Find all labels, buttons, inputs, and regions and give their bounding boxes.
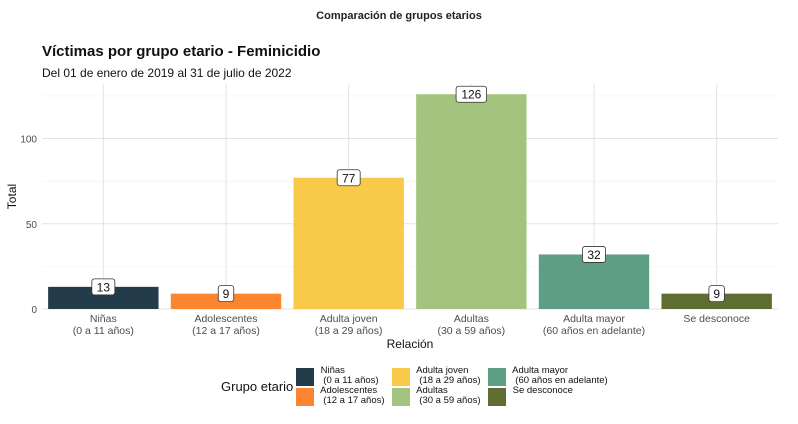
bar (416, 94, 527, 310)
x-axis-title: Relación (387, 337, 434, 351)
x-tick-label: Adultas (30 a 59 años) (437, 313, 505, 337)
chart-subtitle: Del 01 de enero de 2019 al 31 de julio d… (42, 66, 292, 80)
x-tick-label: Adulta mayor (60 años en adelante) (543, 313, 645, 337)
y-axis-title: Total (5, 184, 19, 209)
legend-swatch (296, 368, 314, 386)
bar (293, 177, 404, 309)
data-label: 9 (223, 287, 230, 301)
legend-label: Adulta joven (18 a 29 años) (416, 365, 481, 386)
legend-swatch (392, 388, 410, 406)
data-label-box (455, 85, 487, 103)
data-label-box (217, 285, 235, 303)
y-tick-label: 50 (26, 220, 38, 231)
data-label: 9 (713, 287, 720, 301)
page-title: Comparación de grupos etarios (316, 10, 482, 22)
legend-label: Niñas (0 a 11 años) (320, 365, 379, 386)
data-label-box (91, 278, 116, 296)
legend: Grupo etario Niñas (0 a 11 años) Adolesc… (0, 366, 798, 416)
legend-swatch (392, 368, 410, 386)
data-label: 13 (97, 280, 111, 294)
legend-title: Grupo etario (221, 379, 294, 394)
y-tick-label: 100 (20, 135, 37, 146)
data-label: 32 (587, 248, 601, 262)
plot-panel (42, 84, 778, 309)
x-tick-label: Se desconoce (683, 313, 750, 325)
data-label: 77 (342, 171, 356, 185)
legend-label: Se desconoce (510, 385, 573, 396)
bar-chart: 0 50 100 13 9 77 126 32 9 Niñas (0 a 11 años) Adole… (5, 84, 778, 351)
x-tick-label: Niñas (0 a 11 años) (73, 313, 134, 337)
data-label-box (336, 169, 361, 187)
legend-label: Adolescentes (12 a 17 años) (320, 385, 385, 406)
chart-title: Víctimas por grupo etario - Feminicidio (42, 43, 321, 60)
data-label-box (708, 285, 725, 303)
legend-label: Adultas (30 a 59 años) (416, 385, 481, 406)
legend-swatch (488, 368, 506, 386)
legend-swatch (296, 388, 314, 406)
data-label: 126 (461, 88, 481, 102)
bar (48, 286, 159, 309)
legend-label: Adulta mayor (60 años en adelante) (512, 365, 608, 386)
bar (538, 254, 650, 309)
x-tick-label: Adolescentes (12 a 17 años) (192, 313, 260, 337)
y-tick-label: 0 (31, 305, 37, 316)
x-tick-label: Adulta joven (18 a 29 años) (315, 313, 383, 337)
legend-swatch (488, 388, 506, 406)
data-label-box (582, 246, 606, 263)
